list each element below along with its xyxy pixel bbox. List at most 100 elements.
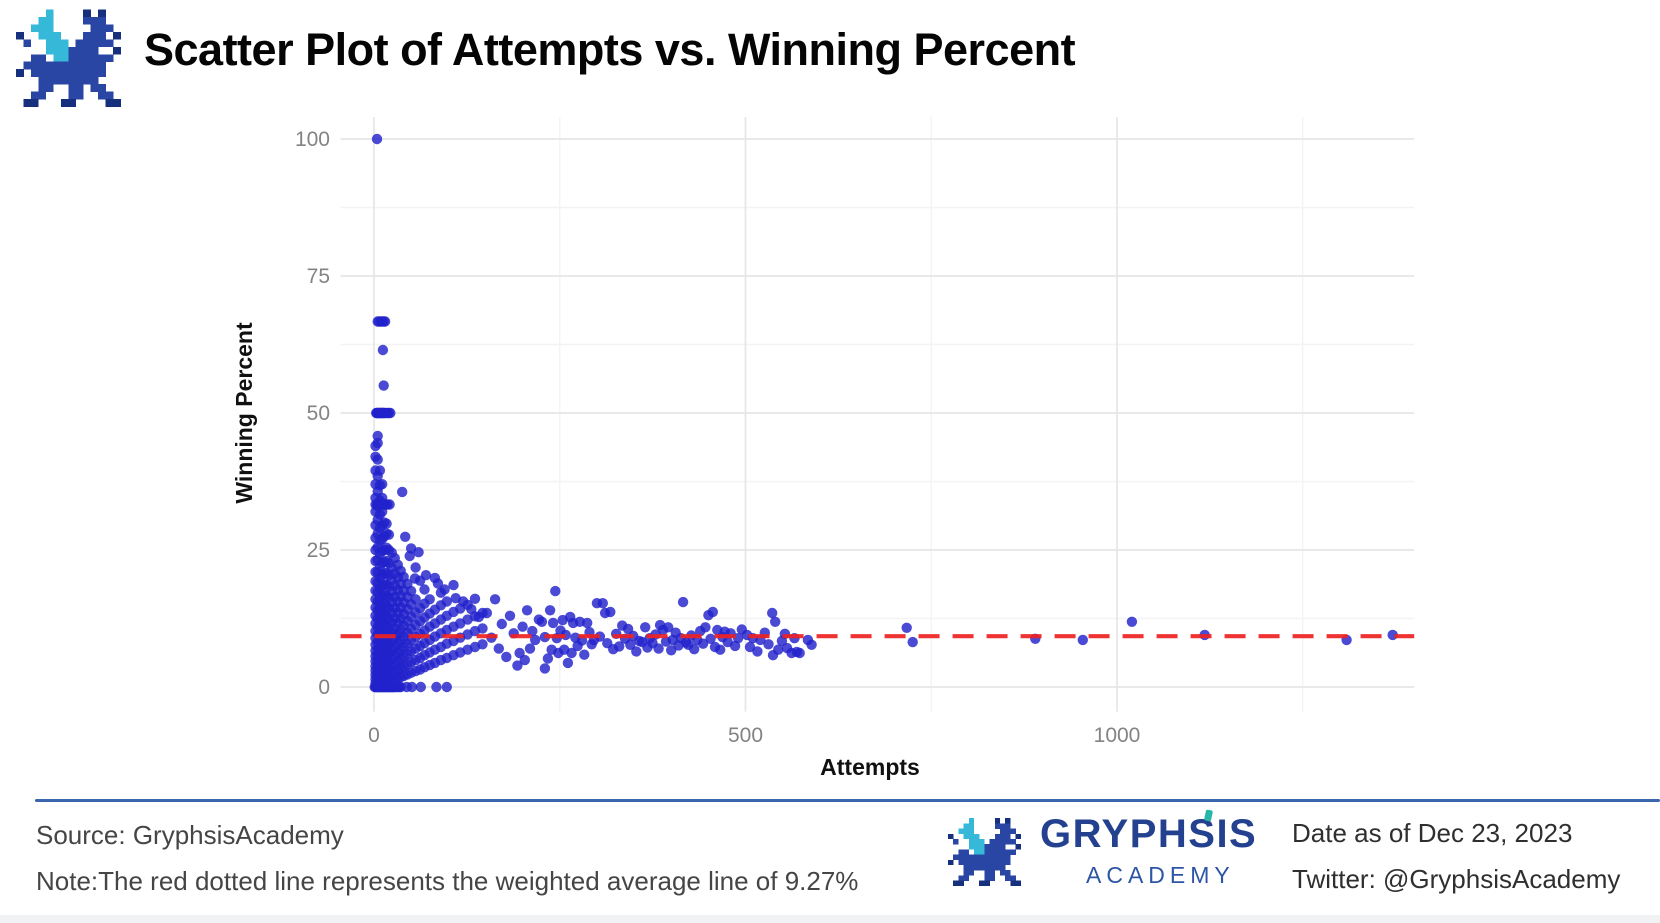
logo-pixel bbox=[60, 99, 69, 107]
logo-pixel bbox=[105, 24, 114, 33]
data-point bbox=[378, 380, 389, 391]
logo-pixel bbox=[968, 828, 975, 835]
logo-pixel bbox=[38, 24, 47, 33]
logo-pixel bbox=[90, 39, 99, 48]
logo-pixel bbox=[994, 849, 1001, 855]
data-point bbox=[501, 651, 512, 663]
data-point bbox=[536, 616, 548, 627]
data-point bbox=[524, 643, 536, 654]
logo-pixel bbox=[1000, 854, 1006, 861]
logo-pixel bbox=[984, 854, 990, 861]
logo-pixel bbox=[60, 76, 69, 85]
logo-pixel bbox=[45, 69, 54, 77]
data-point bbox=[562, 657, 574, 669]
logo-pixel bbox=[963, 849, 970, 855]
logo-pixel bbox=[38, 54, 47, 63]
data-point bbox=[469, 593, 481, 604]
logo-pixel bbox=[90, 24, 99, 33]
logo-pixel bbox=[958, 859, 964, 866]
logo-pixel bbox=[90, 69, 99, 77]
logo-pixel bbox=[53, 39, 62, 48]
logo-pixel bbox=[968, 865, 975, 871]
logo-pixel bbox=[75, 39, 84, 48]
logo-pixel bbox=[113, 99, 121, 107]
data-point bbox=[489, 594, 501, 605]
data-point bbox=[663, 622, 674, 633]
logo-pixel bbox=[994, 818, 1001, 824]
logo-pixel bbox=[98, 39, 106, 48]
logo-pixel bbox=[98, 84, 106, 92]
data-point bbox=[372, 430, 383, 442]
logo-pixel bbox=[45, 61, 54, 70]
x-axis-title: Attempts bbox=[820, 754, 920, 780]
y-axis-title: Winning Percent bbox=[231, 322, 257, 504]
logo-pixel bbox=[1015, 880, 1022, 887]
data-point bbox=[653, 643, 664, 654]
logo-pixel bbox=[38, 16, 47, 25]
logo-pixel bbox=[83, 61, 91, 70]
logo-pixel bbox=[989, 839, 996, 845]
logo-pixel bbox=[1015, 833, 1022, 840]
logo-pixel bbox=[979, 854, 985, 861]
logo-pixel bbox=[16, 69, 24, 77]
logo-pixel bbox=[1010, 849, 1016, 855]
logo-pixel bbox=[38, 61, 47, 70]
data-point bbox=[379, 316, 391, 327]
bottom-edge-band bbox=[0, 915, 1660, 923]
logo-pixel bbox=[60, 39, 69, 48]
data-point bbox=[901, 622, 912, 633]
data-point bbox=[371, 133, 383, 145]
logo-pixel bbox=[16, 31, 24, 40]
logo-pixel bbox=[968, 859, 975, 866]
logo-pixel bbox=[1010, 880, 1016, 887]
logo-pixel bbox=[974, 854, 980, 861]
logo-pixel bbox=[60, 54, 69, 63]
logo-pixel bbox=[1000, 859, 1006, 866]
logo-pixel bbox=[979, 865, 985, 871]
logo-pixel bbox=[45, 16, 54, 25]
logo-pixel bbox=[1000, 870, 1006, 876]
logo-pixel bbox=[1010, 828, 1016, 835]
logo-pixel bbox=[953, 839, 959, 845]
logo-pixel bbox=[1000, 865, 1006, 871]
data-point bbox=[530, 634, 541, 646]
data-point bbox=[377, 344, 389, 356]
data-point bbox=[448, 579, 459, 591]
logo-pixel bbox=[98, 31, 106, 40]
logo-pixel bbox=[90, 54, 99, 63]
logo-pixel bbox=[989, 859, 996, 866]
logo-pixel bbox=[75, 54, 84, 63]
logo-pixel bbox=[979, 844, 985, 850]
logo-pixel bbox=[1005, 823, 1011, 829]
logo-pixel bbox=[68, 46, 77, 55]
y-tick-label: 100 bbox=[295, 128, 330, 151]
logo-pixel bbox=[1005, 870, 1011, 876]
x-tick-label: 0 bbox=[368, 724, 380, 747]
logo-pixel bbox=[68, 76, 77, 85]
logo-pixel bbox=[963, 875, 970, 881]
logo-pixel bbox=[974, 833, 980, 840]
data-point bbox=[907, 636, 918, 648]
logo-pixel bbox=[1000, 849, 1006, 855]
footer-divider-rule bbox=[35, 799, 1660, 802]
data-point bbox=[406, 681, 418, 693]
logo-pixel bbox=[90, 61, 99, 70]
data-point bbox=[1077, 634, 1089, 646]
logo-pixel bbox=[60, 61, 69, 70]
logo-pixel bbox=[30, 69, 39, 77]
logo-pixel bbox=[38, 76, 47, 85]
data-point bbox=[544, 605, 556, 616]
logo-pixel bbox=[75, 91, 84, 100]
logo-pixel bbox=[60, 69, 69, 77]
data-point bbox=[419, 584, 430, 595]
data-point bbox=[466, 604, 477, 615]
logo-pixel bbox=[968, 823, 975, 829]
logo-pixel bbox=[68, 84, 77, 92]
logo-pixel bbox=[38, 91, 47, 100]
logo-pixel bbox=[984, 865, 990, 871]
logo-pixel bbox=[75, 84, 84, 92]
data-point bbox=[773, 644, 784, 655]
logo-pixel bbox=[979, 880, 985, 887]
data-point bbox=[697, 638, 709, 649]
